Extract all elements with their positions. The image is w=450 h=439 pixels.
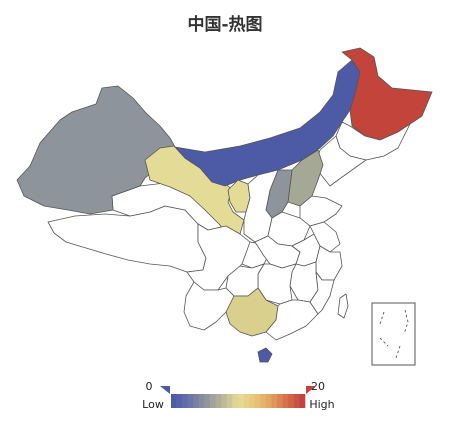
province-inner-mongolia[interactable] — [174, 59, 361, 187]
province-layer — [16, 47, 433, 363]
legend-color-step — [193, 394, 200, 408]
province-yunnan[interactable] — [183, 281, 235, 331]
legend-color-step — [221, 394, 228, 408]
legend-low-triangle — [160, 386, 170, 394]
legend-color-step — [293, 394, 300, 408]
province-heilongjiang[interactable] — [341, 47, 433, 141]
legend-color-step — [210, 394, 216, 408]
map-title: 中国-热图 — [187, 15, 263, 35]
south-china-sea-inset — [371, 302, 416, 366]
legend-color-step — [299, 394, 306, 408]
legend-color-step — [249, 394, 256, 408]
legend-color-step — [215, 394, 222, 408]
legend-low-label: Low — [142, 398, 164, 411]
legend-color-step — [176, 394, 183, 408]
color-legend: 0 20 Low High — [142, 380, 334, 411]
province-taiwan[interactable] — [337, 293, 349, 319]
province-tibet[interactable] — [47, 205, 207, 273]
province-jiangsu[interactable] — [309, 221, 341, 253]
legend-color-step — [288, 394, 295, 408]
province-hainan[interactable] — [257, 347, 273, 363]
legend-color-step — [232, 394, 239, 408]
legend-color-step — [282, 394, 289, 408]
legend-color-step — [204, 394, 211, 408]
legend-color-step — [182, 394, 189, 408]
legend-color-bar — [171, 394, 306, 408]
legend-color-step — [171, 394, 177, 408]
province-fujian[interactable] — [309, 271, 335, 315]
province-xinjiang[interactable] — [16, 85, 176, 215]
province-ningxia[interactable] — [227, 179, 251, 213]
province-guangdong[interactable] — [265, 299, 319, 341]
legend-color-step — [238, 394, 244, 408]
legend-color-step — [198, 394, 205, 408]
province-zhejiang[interactable] — [315, 245, 343, 281]
legend-color-step — [243, 394, 250, 408]
legend-color-step — [187, 394, 194, 408]
legend-color-step — [277, 394, 283, 408]
legend-color-step — [260, 394, 267, 408]
legend-color-step — [265, 394, 272, 408]
legend-color-step — [254, 394, 261, 408]
legend-high-triangle — [306, 386, 316, 394]
legend-color-step — [271, 394, 278, 408]
legend-high-label: High — [309, 398, 334, 411]
province-shandong[interactable] — [299, 195, 343, 227]
legend-max-label: 20 — [311, 380, 325, 393]
legend-min-label: 0 — [146, 380, 153, 393]
legend-color-step — [226, 394, 233, 408]
